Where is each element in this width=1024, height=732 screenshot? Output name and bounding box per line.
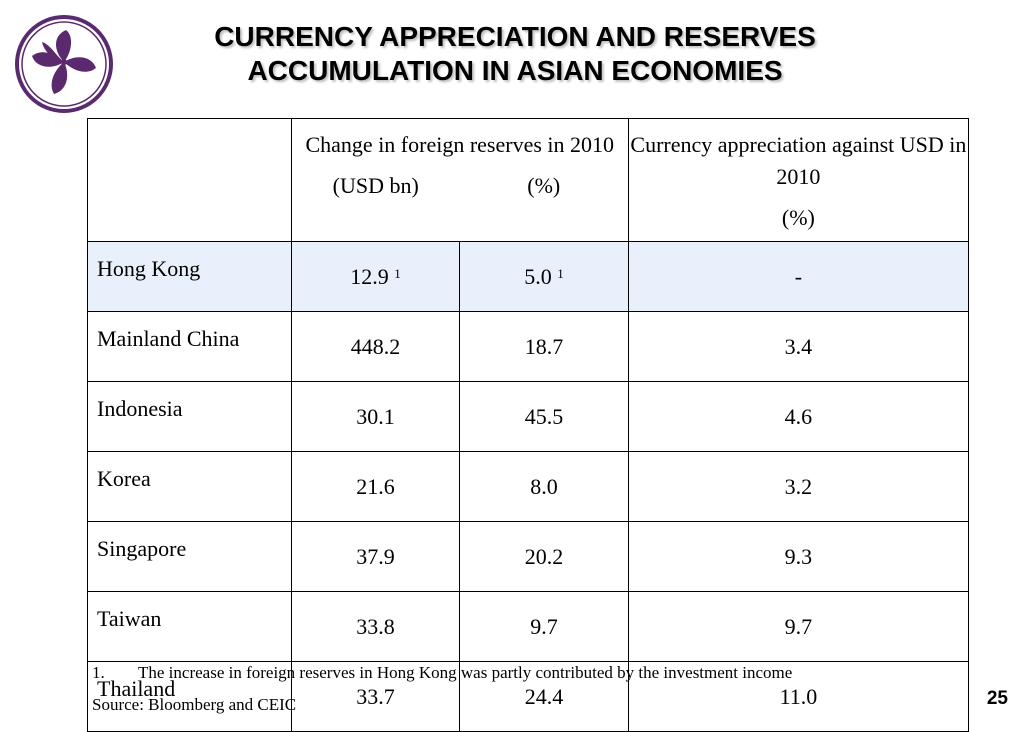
row-reserves-usd: 30.1 xyxy=(290,381,461,452)
row-reserves-usd: 21.6 xyxy=(290,451,461,522)
page-number: 25 xyxy=(986,688,1008,709)
header-appreciation-unit: (%) xyxy=(781,205,815,230)
footnote-number: 1. xyxy=(92,663,105,682)
header-unit-pct: (%) xyxy=(527,173,561,198)
header-reserves-units: (USD bn) (%) xyxy=(292,171,628,201)
row-reserves-pct: 5.0 1 xyxy=(459,241,629,312)
row-reserves-pct: 9.7 xyxy=(459,591,629,662)
row-name: Indonesia xyxy=(87,381,292,452)
table-header-row: Change in foreign reserves in 2010 (USD … xyxy=(87,118,970,242)
row-reserves-usd: 448.2 xyxy=(290,311,461,382)
row-reserves-pct: 8.0 xyxy=(459,451,629,522)
row-reserves-pct: 45.5 xyxy=(459,381,629,452)
row-name: Hong Kong xyxy=(87,241,292,312)
header-reserves: Change in foreign reserves in 2010 (USD … xyxy=(290,118,629,242)
bauhinia-flower-icon xyxy=(15,15,113,113)
footnote-marker: 1 xyxy=(557,265,564,281)
footnote-marker: 1 xyxy=(394,265,401,281)
reserves-table: Change in foreign reserves in 2010 (USD … xyxy=(87,118,970,732)
row-appreciation: 3.2 xyxy=(627,451,970,522)
table-row: Indonesia 30.1 45.5 4.6 xyxy=(87,381,970,452)
footnote-text: The increase in foreign reserves in Hong… xyxy=(138,663,793,682)
header-appreciation-label: Currency appreciation against USD in 201… xyxy=(630,132,967,189)
row-reserves-usd: 37.9 xyxy=(290,521,461,592)
row-reserves-pct: 18.7 xyxy=(459,311,629,382)
row-reserves-usd: 33.8 xyxy=(290,591,461,662)
row-name: Mainland China xyxy=(87,311,292,382)
title-line-1: CURRENCY APPRECIATION AND RESERVES xyxy=(214,21,816,52)
header-reserves-label: Change in foreign reserves in 2010 xyxy=(305,132,615,157)
page-title: CURRENCY APPRECIATION AND RESERVES ACCUM… xyxy=(130,20,900,88)
row-appreciation: 9.7 xyxy=(627,591,970,662)
row-name: Korea xyxy=(87,451,292,522)
row-reserves-usd: 12.9 1 xyxy=(290,241,461,312)
title-line-2: ACCUMULATION IN ASIAN ECONOMIES xyxy=(247,55,783,86)
row-appreciation: 4.6 xyxy=(627,381,970,452)
row-appreciation: - xyxy=(627,241,970,312)
hkma-logo xyxy=(14,14,114,114)
row-name: Taiwan xyxy=(87,591,292,662)
header-empty-cell xyxy=(87,118,292,242)
table-row: Taiwan 33.8 9.7 9.7 xyxy=(87,591,970,662)
table-row: Hong Kong 12.9 1 5.0 1 - xyxy=(87,241,970,312)
table-row: Mainland China 448.2 18.7 3.4 xyxy=(87,311,970,382)
row-appreciation: 9.3 xyxy=(627,521,970,592)
footnote: 1. The increase in foreign reserves in Ho… xyxy=(92,663,792,683)
row-appreciation: 3.4 xyxy=(627,311,970,382)
header-appreciation: Currency appreciation against USD in 201… xyxy=(627,118,970,242)
header-unit-usd: (USD bn) xyxy=(332,173,419,198)
table-row: Korea 21.6 8.0 3.2 xyxy=(87,451,970,522)
table-row: Singapore 37.9 20.2 9.3 xyxy=(87,521,970,592)
row-reserves-pct: 20.2 xyxy=(459,521,629,592)
row-name: Singapore xyxy=(87,521,292,592)
source-note: Source: Bloomberg and CEIC xyxy=(92,695,297,714)
